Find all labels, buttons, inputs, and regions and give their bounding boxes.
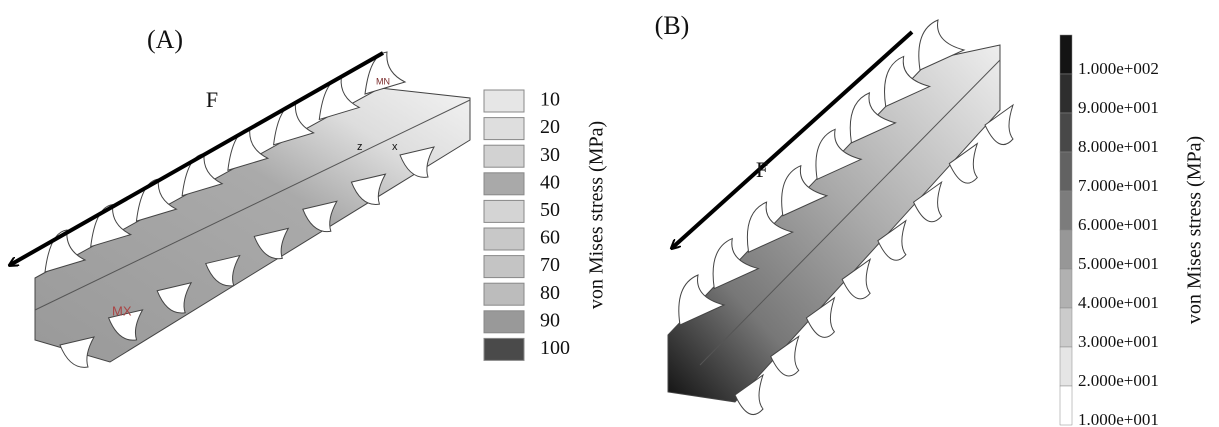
legend-swatch <box>484 173 524 195</box>
legend-label: 1.000e+001 <box>1078 410 1159 427</box>
legend-label: 20 <box>540 116 560 138</box>
min-marker: MN <box>376 76 390 86</box>
legend-label: 90 <box>540 309 560 331</box>
legend-swatch <box>484 228 524 250</box>
max-marker: MX <box>112 303 132 318</box>
legend-swatch <box>1060 113 1072 152</box>
legend-label: 30 <box>540 144 560 166</box>
legend-label: 60 <box>540 227 560 249</box>
legend-swatch <box>484 283 524 305</box>
legend-label: 70 <box>540 254 560 276</box>
axis-z: z <box>357 141 363 153</box>
figure: (A) F MN MX z x von Mises stress (MPa) (… <box>0 0 1219 427</box>
legend-label: 5.000e+001 <box>1078 254 1159 273</box>
beam-b-edge <box>700 60 1000 365</box>
force-label: F <box>206 87 218 112</box>
legend-swatch <box>1060 191 1072 230</box>
legend-label: 50 <box>540 199 560 221</box>
legend-label: 9.000e+001 <box>1078 98 1159 117</box>
legend-label: 7.000e+001 <box>1078 176 1159 195</box>
legend-label: 6.000e+001 <box>1078 215 1159 234</box>
legend-title: von Mises stress (MPa) <box>586 121 608 309</box>
legend-swatch <box>1060 347 1072 386</box>
legend-label: 4.000e+001 <box>1078 293 1159 312</box>
legend-label: 1.000e+002 <box>1078 59 1159 78</box>
legend-swatch <box>1060 269 1072 308</box>
legend-swatch <box>484 200 524 222</box>
legend-label: 100 <box>540 337 570 359</box>
axis-x: x <box>392 141 398 153</box>
legend-swatch <box>484 145 524 167</box>
legend-swatch <box>1060 74 1072 113</box>
legend-swatch <box>1060 152 1072 191</box>
legend-label: 2.000e+001 <box>1078 371 1159 390</box>
legend-swatch <box>1060 35 1072 74</box>
legend-swatch <box>484 338 524 360</box>
legend-swatch <box>1060 230 1072 269</box>
panel-label: (A) <box>147 25 183 54</box>
legend-label: 8.000e+001 <box>1078 137 1159 156</box>
legend-swatch <box>1060 386 1072 425</box>
legend-title: von Mises stress (MPa) <box>1184 136 1206 324</box>
legend-swatch <box>484 90 524 112</box>
legend-label: 10 <box>540 89 560 111</box>
legend-swatch <box>484 311 524 333</box>
legend-label: 3.000e+001 <box>1078 332 1159 351</box>
beam-a-edge <box>35 100 470 310</box>
force-label: F <box>756 157 768 182</box>
panel-label: (B) <box>655 11 690 40</box>
legend-label: 40 <box>540 171 560 193</box>
legend-swatch <box>484 118 524 140</box>
legend-swatch <box>484 256 524 278</box>
legend-swatch <box>1060 308 1072 347</box>
beam-b <box>668 45 1000 402</box>
legend-label: 80 <box>540 282 560 304</box>
